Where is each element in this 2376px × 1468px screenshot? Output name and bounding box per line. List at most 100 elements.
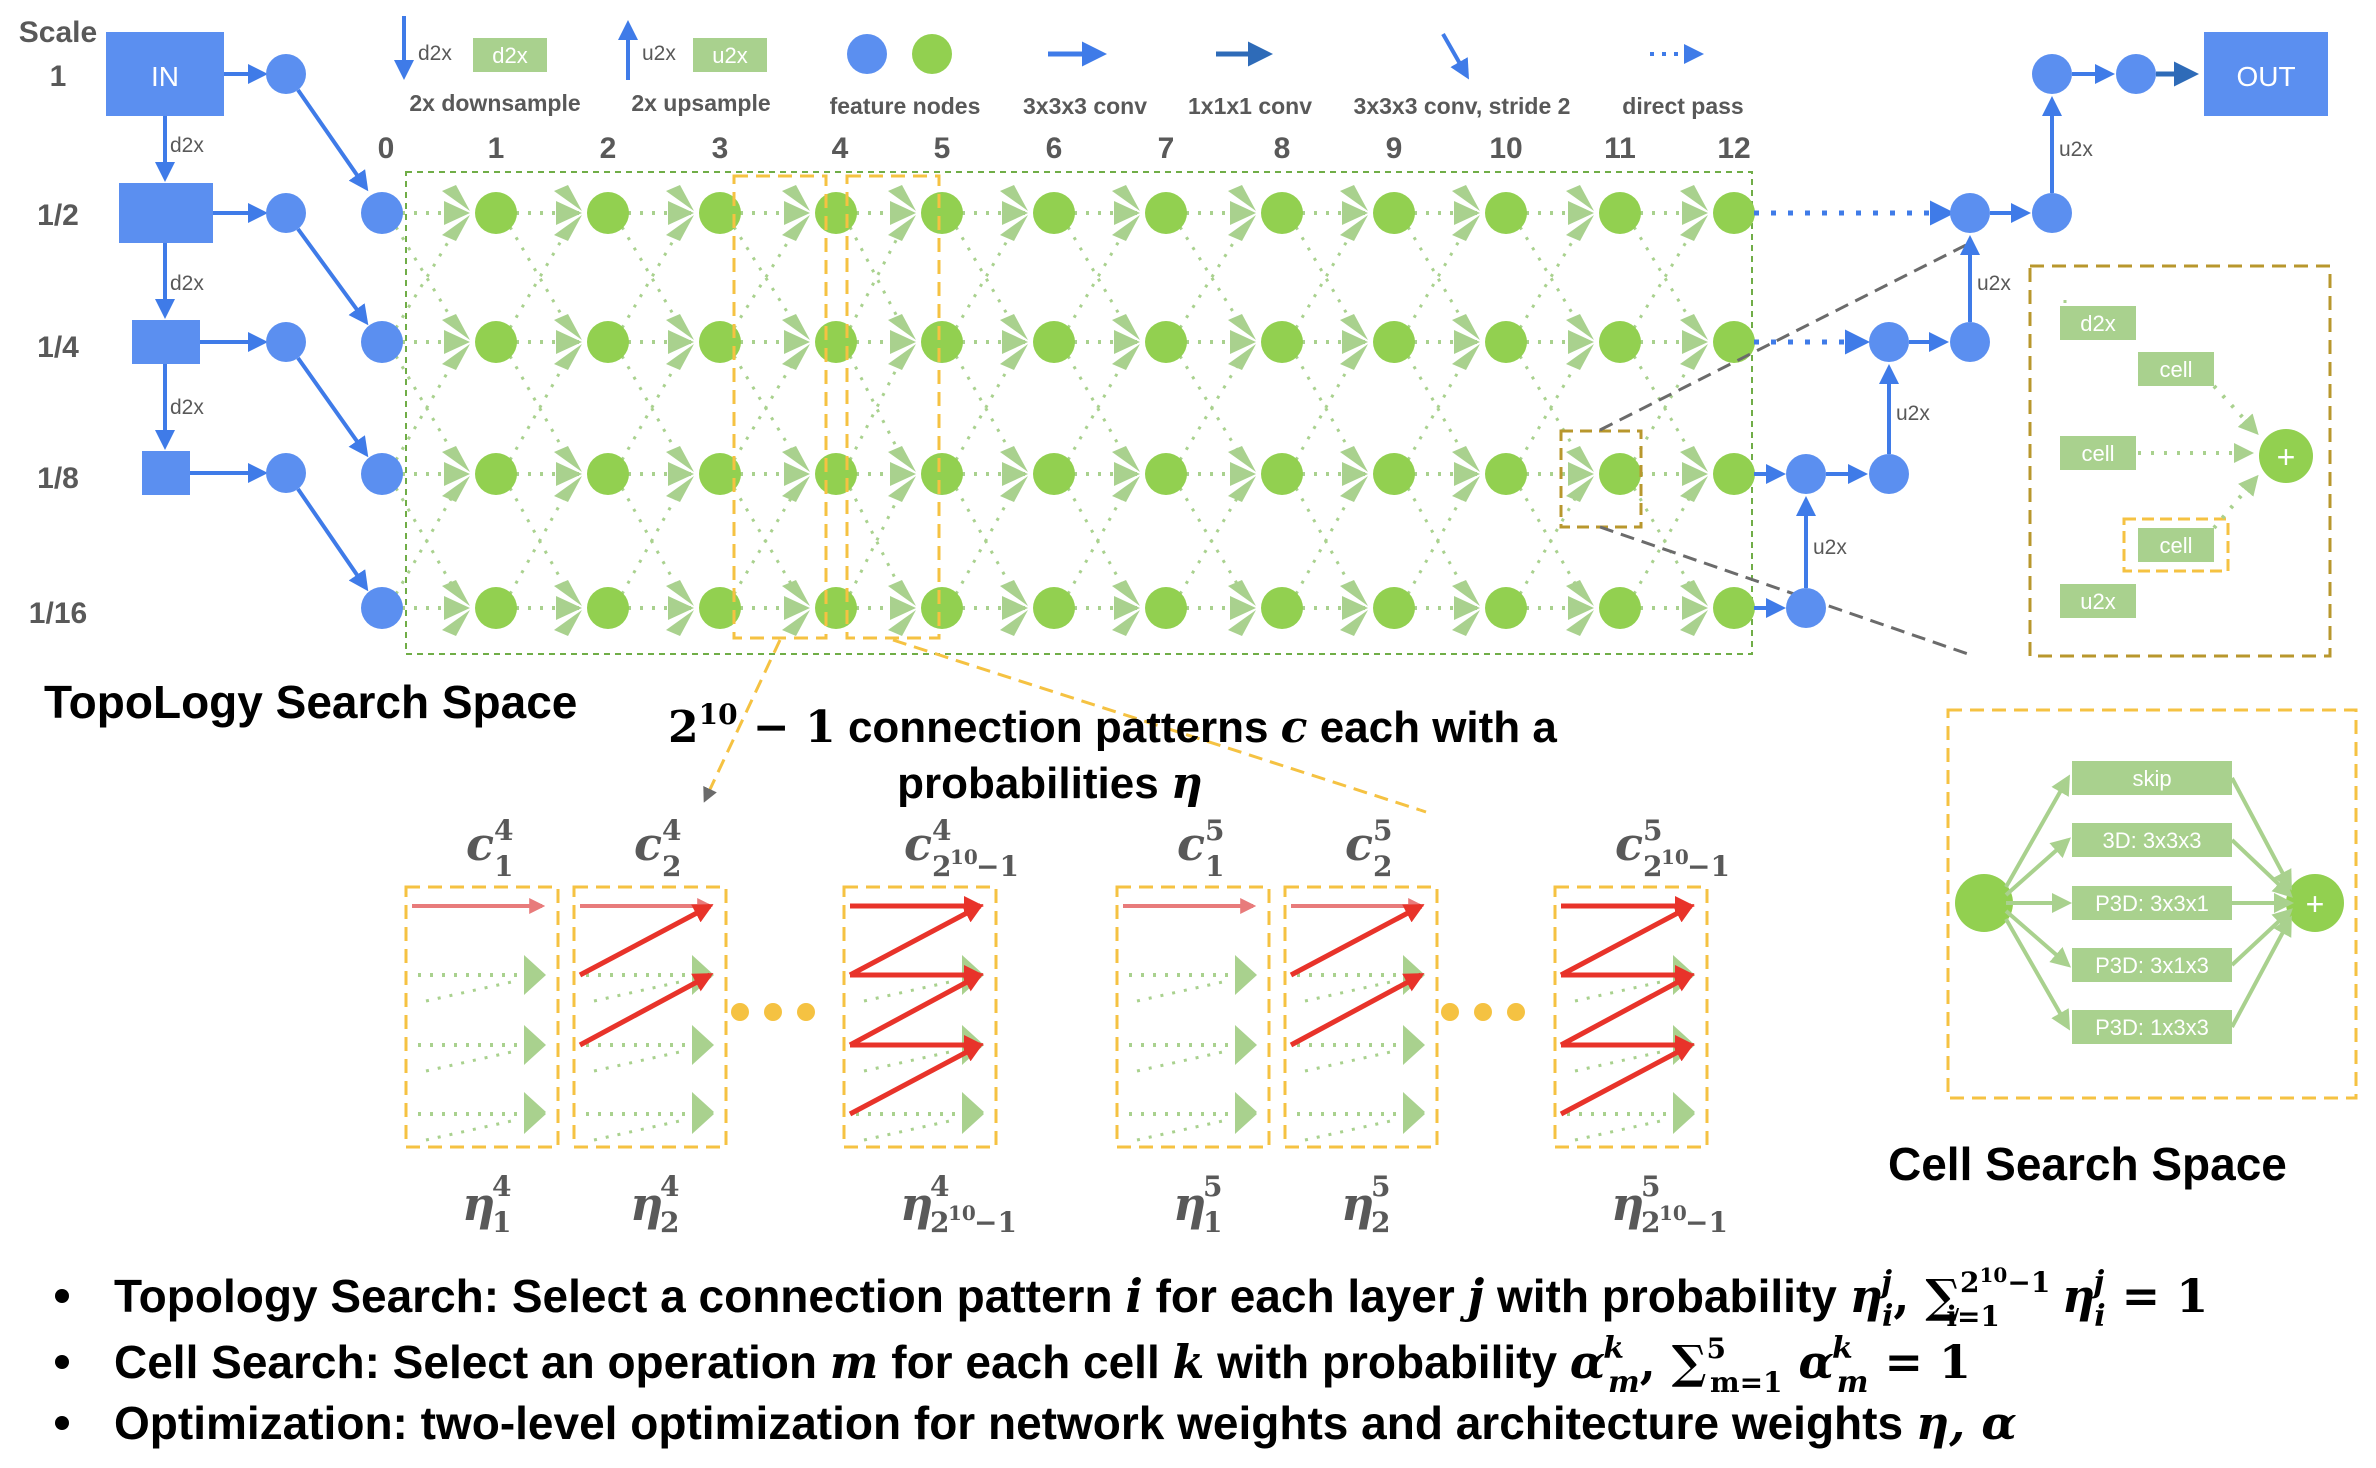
arrowhead <box>1680 610 1708 636</box>
scale-label-sixteenth: 1/16 <box>29 597 87 630</box>
legend-conv3-stride2: 3x3x3 conv, stride 2 <box>1354 93 1571 119</box>
dec-node-8a <box>1786 454 1826 494</box>
dotted-edge <box>1518 357 1582 461</box>
cell-op-in-edge <box>2004 837 2071 897</box>
pattern-panel <box>572 885 728 1149</box>
arrowhead <box>442 344 470 370</box>
arrowhead <box>1568 462 1594 486</box>
cell-op-out-edge <box>2230 838 2293 898</box>
dotted-edge <box>1632 357 1696 461</box>
arrowhead <box>888 476 916 502</box>
grid-node <box>1485 192 1527 234</box>
legend-conv3: 3x3x3 conv <box>1023 93 1147 119</box>
scale-label-half: 1/2 <box>37 199 79 232</box>
dotted-edge <box>1066 355 1128 459</box>
dec-node-8b <box>1869 454 1909 494</box>
arrowhead <box>1340 580 1368 606</box>
dotted-edge <box>732 226 798 327</box>
cell-op-in-edge <box>2004 909 2072 968</box>
dotted-edge <box>394 489 458 595</box>
pattern-dotted-edge <box>425 979 517 1003</box>
legend-upsample-caption: 2x upsample <box>631 90 770 116</box>
column-label-7: 7 <box>1158 132 1175 165</box>
arrowhead <box>1112 580 1140 606</box>
arrowhead <box>1680 344 1708 370</box>
arrowhead <box>1680 476 1708 502</box>
arrowhead <box>782 476 810 502</box>
arrowhead <box>554 610 582 636</box>
cell-op-box <box>2072 886 2232 920</box>
arrowhead <box>1228 580 1256 606</box>
arrowhead <box>1680 215 1708 241</box>
arrowhead <box>1566 314 1594 340</box>
arrowhead <box>444 330 470 354</box>
grid-node <box>921 587 963 629</box>
grid-node <box>1713 587 1755 629</box>
arrowhead <box>1114 462 1140 486</box>
grid-node <box>1373 321 1415 363</box>
column-label-8: 8 <box>1274 132 1291 165</box>
grid-node <box>699 321 741 363</box>
grid-node <box>587 453 629 495</box>
bullet-list: Topology Search: Select a connection pat… <box>55 1263 2208 1450</box>
grid-node <box>815 587 857 629</box>
arrowhead <box>666 446 694 472</box>
column-label-11: 11 <box>1604 132 1636 165</box>
pattern-c-sup: 4 <box>494 814 513 847</box>
cell-detail-op-highlight <box>2122 517 2230 573</box>
grid-arrowheads <box>442 185 1708 636</box>
arrowhead <box>1452 580 1480 606</box>
dotted-edge <box>620 226 682 327</box>
dotted-edge <box>1178 228 1244 329</box>
dotted-edge <box>954 355 1016 459</box>
arrowhead <box>1000 344 1028 370</box>
dotted-edge <box>1518 228 1582 329</box>
pattern-eta-label: η <box>1173 1177 1206 1231</box>
cell-detail-cell-mid: cell <box>2081 441 2114 466</box>
pattern-arrow <box>578 972 714 1048</box>
input-stem: IN d2x d2x d2x <box>106 32 369 592</box>
stem-diag-1 <box>296 88 369 192</box>
arrowhead <box>1002 330 1028 354</box>
arrowhead <box>888 215 916 241</box>
arrowhead <box>1112 314 1140 340</box>
arrowhead <box>554 446 582 472</box>
arrowhead <box>1112 185 1140 211</box>
arrowhead <box>556 462 582 486</box>
legend-feature-nodes: feature nodes <box>830 93 981 119</box>
arrowhead <box>1454 330 1480 354</box>
dotted-edge <box>1066 226 1128 327</box>
dotted-edge <box>1632 228 1696 329</box>
dotted-edge <box>1178 226 1244 327</box>
arrowhead <box>442 580 470 606</box>
grid-feature-nodes <box>361 192 1755 629</box>
dotted-edge <box>508 228 570 329</box>
grid-node <box>815 321 857 363</box>
grid-node <box>1373 192 1415 234</box>
ellipsis-dots-icon <box>731 1003 749 1021</box>
pattern-c-sup: 5 <box>1373 814 1392 847</box>
topology-grid-frame <box>405 171 1753 655</box>
arrowhead <box>1340 446 1368 472</box>
pattern-c-label: c <box>466 817 494 871</box>
arrowhead <box>442 446 470 472</box>
cell-detail-cell-bottom-box <box>2138 528 2214 562</box>
arrowhead <box>444 201 470 225</box>
arrowhead <box>1452 476 1480 502</box>
dotted-edge <box>508 226 570 327</box>
stem-block-half <box>119 183 213 243</box>
arrowhead <box>1454 596 1480 620</box>
pattern-eta-sup: 4 <box>492 1170 511 1203</box>
legend-green-node <box>912 34 952 74</box>
grid-node-input <box>361 587 403 629</box>
topology-title: TopoLogy Search Space <box>44 676 577 728</box>
stem-d2x-label-1: d2x <box>170 134 204 157</box>
plus-icon-cell: + <box>2306 886 2325 922</box>
legend-stride-arrow <box>1441 33 1469 80</box>
dec-node-1a <box>2032 54 2072 94</box>
grid-node <box>699 192 741 234</box>
arrowhead <box>1566 344 1594 370</box>
arrowhead <box>1002 596 1028 620</box>
pattern-c-sub: 1 <box>1205 850 1224 883</box>
